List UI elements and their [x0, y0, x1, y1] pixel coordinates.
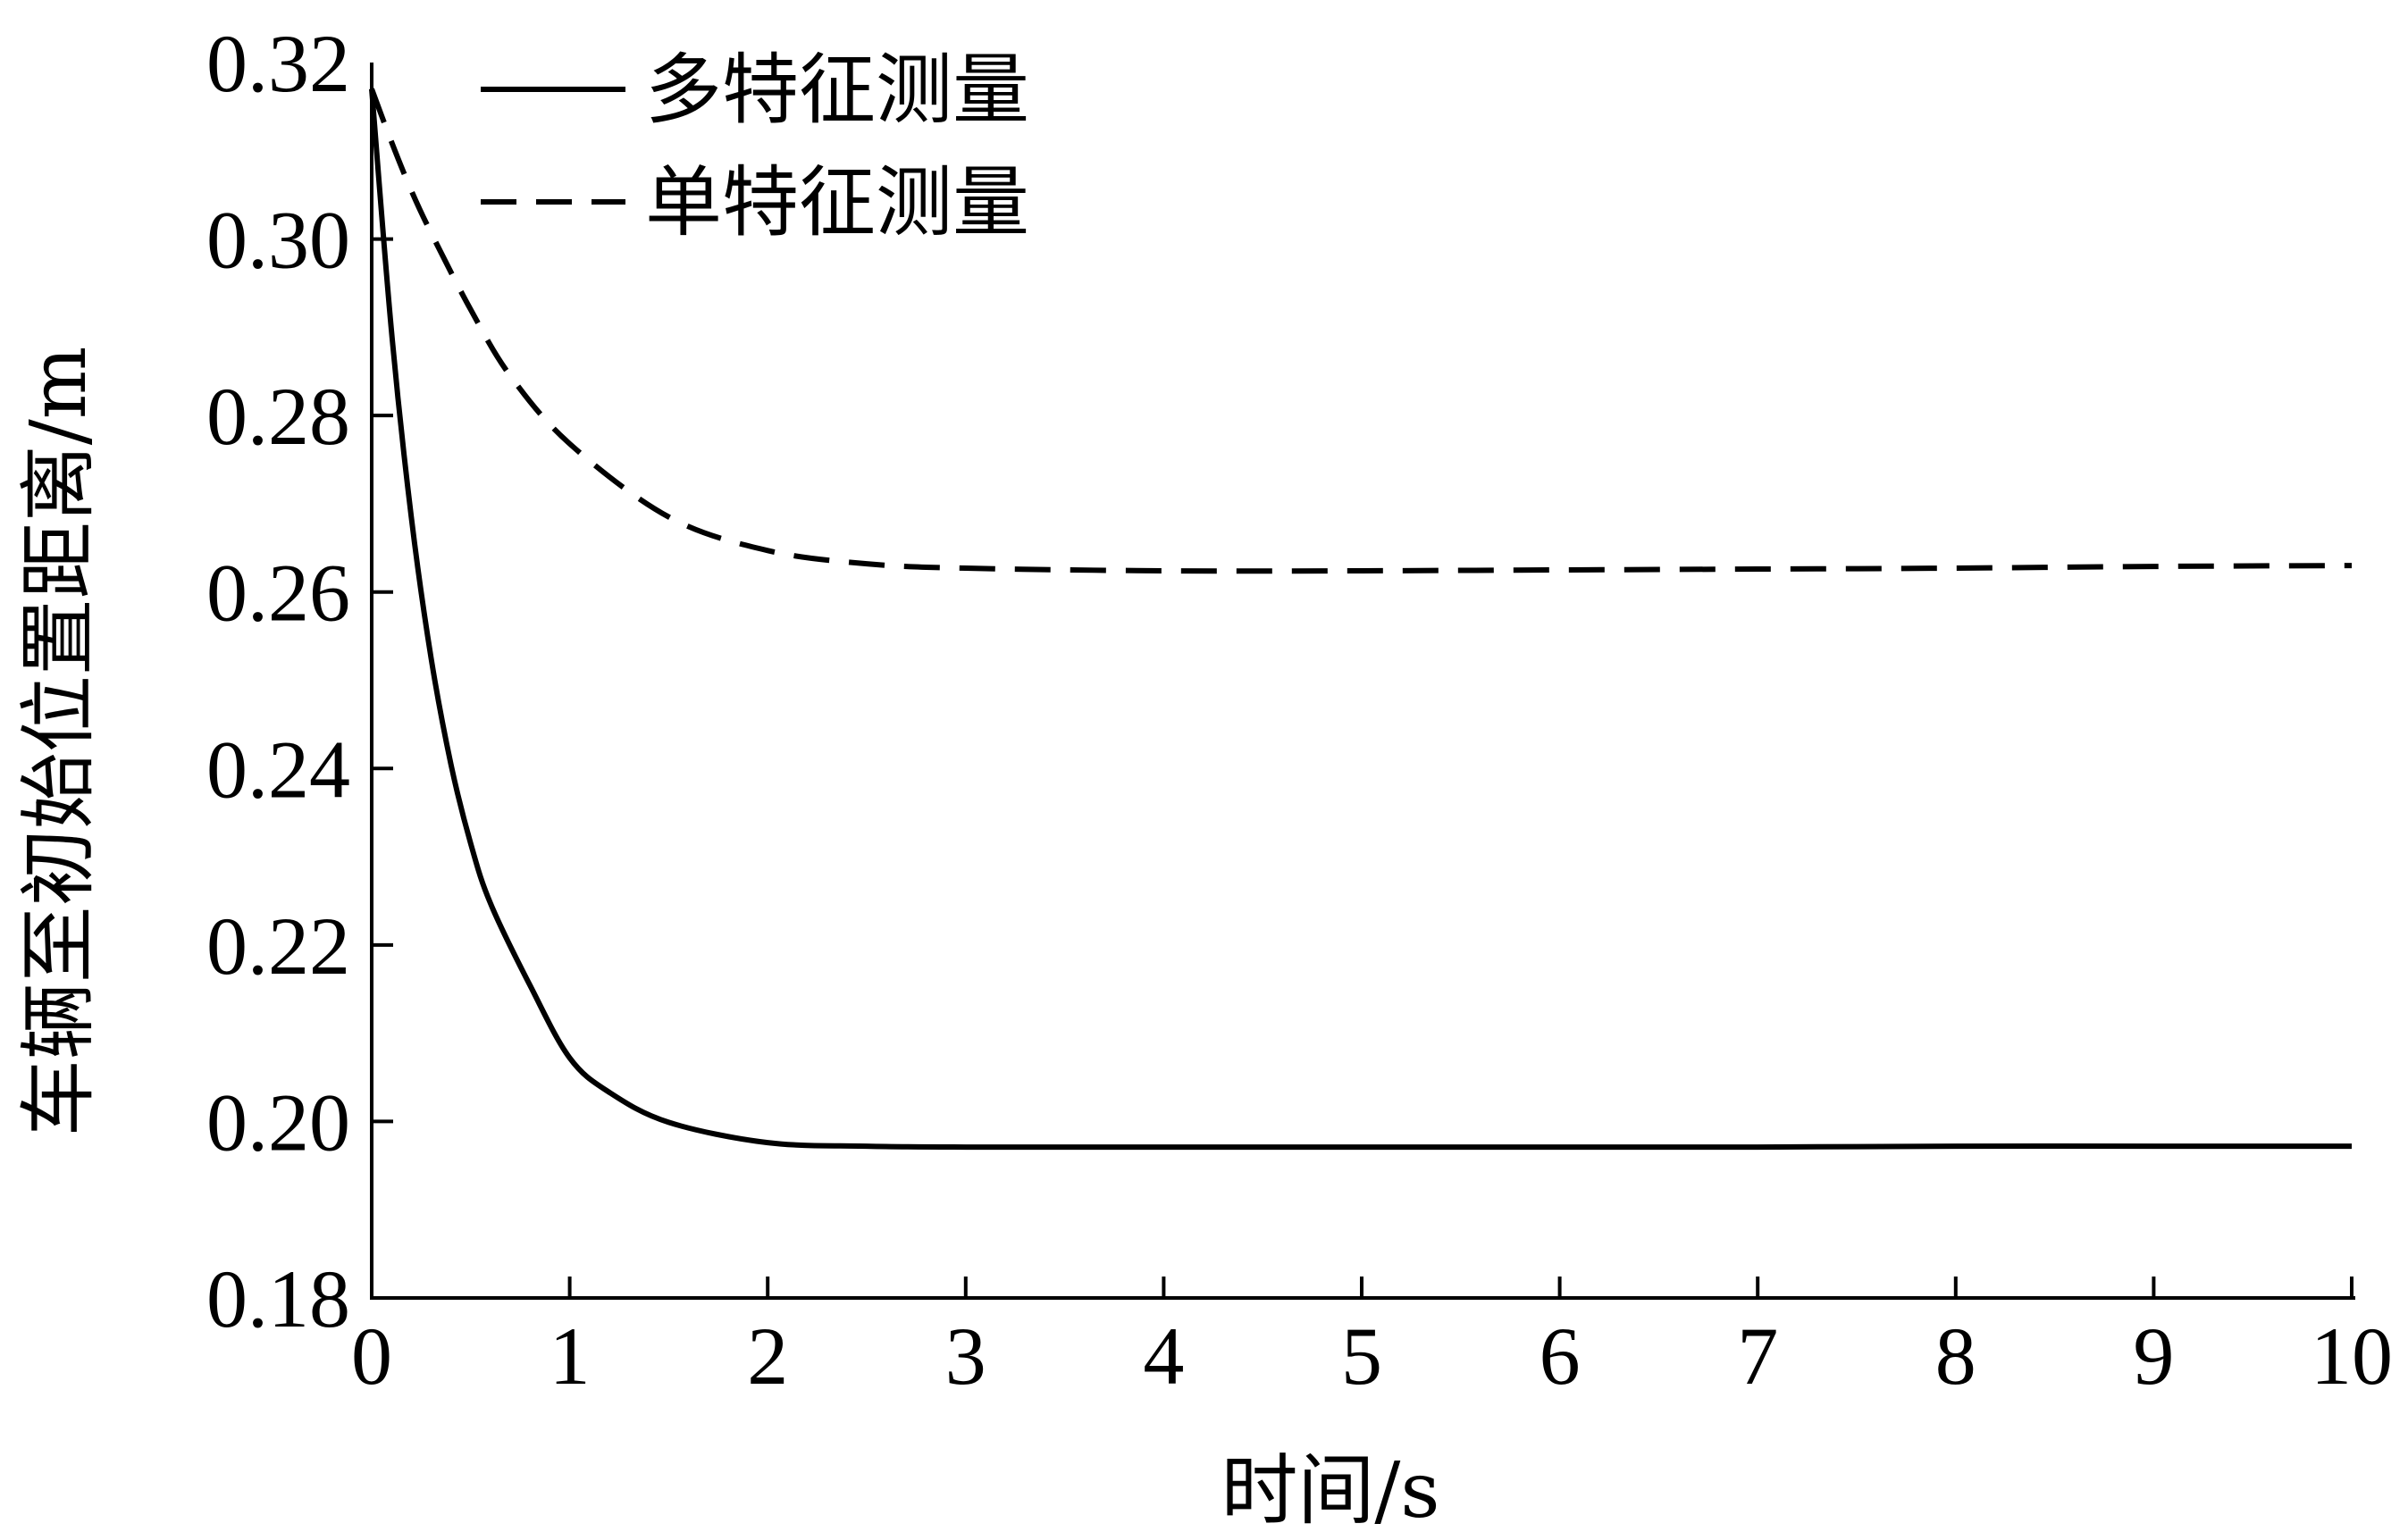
series-line-1 [369, 88, 2352, 1151]
x-axis-title: 时间/s [1221, 1446, 1439, 1532]
x-tick-label: 5 [1341, 1310, 1382, 1402]
y-tick-label: 0.20 [206, 1076, 350, 1168]
legend-label-2: 单特征测量 [645, 158, 1029, 247]
x-tick-label: 7 [1737, 1310, 1778, 1402]
x-tick-label: 3 [945, 1310, 986, 1402]
series-line-2 [369, 88, 2353, 574]
y-tick-label: 0.26 [206, 548, 350, 639]
x-tick-label: 9 [2133, 1310, 2174, 1402]
x-tick-label: 4 [1143, 1310, 1184, 1402]
x-tick-label: 10 [2311, 1310, 2393, 1402]
x-axis-ticks: 0 1 2 3 4 5 6 7 8 9 10 [351, 1277, 2393, 1402]
y-tick-label: 0.24 [206, 724, 350, 815]
x-tick-label: 8 [1935, 1310, 1976, 1402]
y-tick-label: 0.18 [206, 1253, 350, 1344]
y-tick-label: 0.30 [206, 195, 350, 286]
y-axis-title: 车辆至初始位置距离/m [14, 347, 104, 1137]
legend-label-1: 多特征测量 [645, 46, 1029, 135]
x-tick-label: 0 [351, 1310, 392, 1402]
y-tick-label: 0.22 [206, 900, 350, 992]
axes [370, 63, 2355, 1300]
x-tick-label: 1 [550, 1310, 591, 1402]
x-tick-label: 2 [747, 1310, 788, 1402]
y-tick-label: 0.32 [206, 18, 350, 109]
y-axis-ticks: 0.18 0.20 0.22 0.24 0.26 0.28 0.30 0.32 [206, 18, 393, 1344]
x-tick-label: 6 [1540, 1310, 1581, 1402]
y-tick-label: 0.28 [206, 371, 350, 462]
series-layer [369, 88, 2353, 1151]
